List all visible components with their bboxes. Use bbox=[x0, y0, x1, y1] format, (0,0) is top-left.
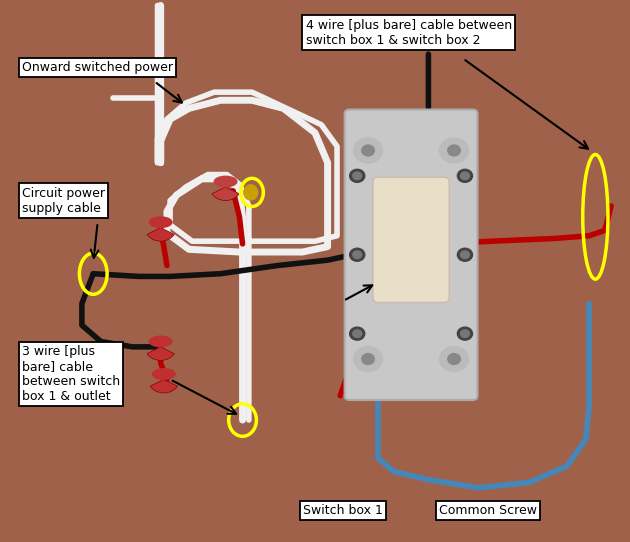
Circle shape bbox=[448, 145, 461, 156]
Circle shape bbox=[457, 327, 472, 340]
FancyBboxPatch shape bbox=[373, 177, 449, 302]
Circle shape bbox=[457, 169, 472, 182]
Ellipse shape bbox=[214, 176, 238, 188]
Circle shape bbox=[350, 169, 365, 182]
Wedge shape bbox=[147, 228, 175, 241]
Circle shape bbox=[353, 251, 362, 259]
Circle shape bbox=[461, 330, 469, 338]
Circle shape bbox=[461, 172, 469, 179]
Wedge shape bbox=[150, 379, 178, 393]
Circle shape bbox=[353, 138, 382, 163]
Text: 4 wire [plus bare] cable between
switch box 1 & switch box 2: 4 wire [plus bare] cable between switch … bbox=[306, 18, 512, 47]
Wedge shape bbox=[212, 187, 239, 201]
Text: Circuit power
supply cable: Circuit power supply cable bbox=[22, 186, 105, 215]
Ellipse shape bbox=[152, 368, 176, 380]
Wedge shape bbox=[147, 347, 175, 360]
Text: Common Screw: Common Screw bbox=[439, 504, 537, 517]
Circle shape bbox=[448, 353, 461, 364]
Circle shape bbox=[353, 330, 362, 338]
Circle shape bbox=[461, 251, 469, 259]
Circle shape bbox=[440, 346, 469, 371]
Circle shape bbox=[353, 172, 362, 179]
Circle shape bbox=[457, 248, 472, 261]
Circle shape bbox=[353, 346, 382, 371]
Ellipse shape bbox=[244, 185, 258, 200]
Text: 3 wire [plus
bare] cable
between switch
box 1 & outlet: 3 wire [plus bare] cable between switch … bbox=[22, 345, 120, 403]
Text: Switch box 1: Switch box 1 bbox=[304, 504, 383, 517]
Ellipse shape bbox=[149, 335, 173, 347]
Circle shape bbox=[440, 138, 469, 163]
Circle shape bbox=[350, 248, 365, 261]
Ellipse shape bbox=[149, 216, 173, 228]
Circle shape bbox=[362, 145, 374, 156]
Text: Onward switched power: Onward switched power bbox=[22, 61, 173, 74]
FancyBboxPatch shape bbox=[345, 109, 478, 400]
Circle shape bbox=[350, 327, 365, 340]
Circle shape bbox=[362, 353, 374, 364]
